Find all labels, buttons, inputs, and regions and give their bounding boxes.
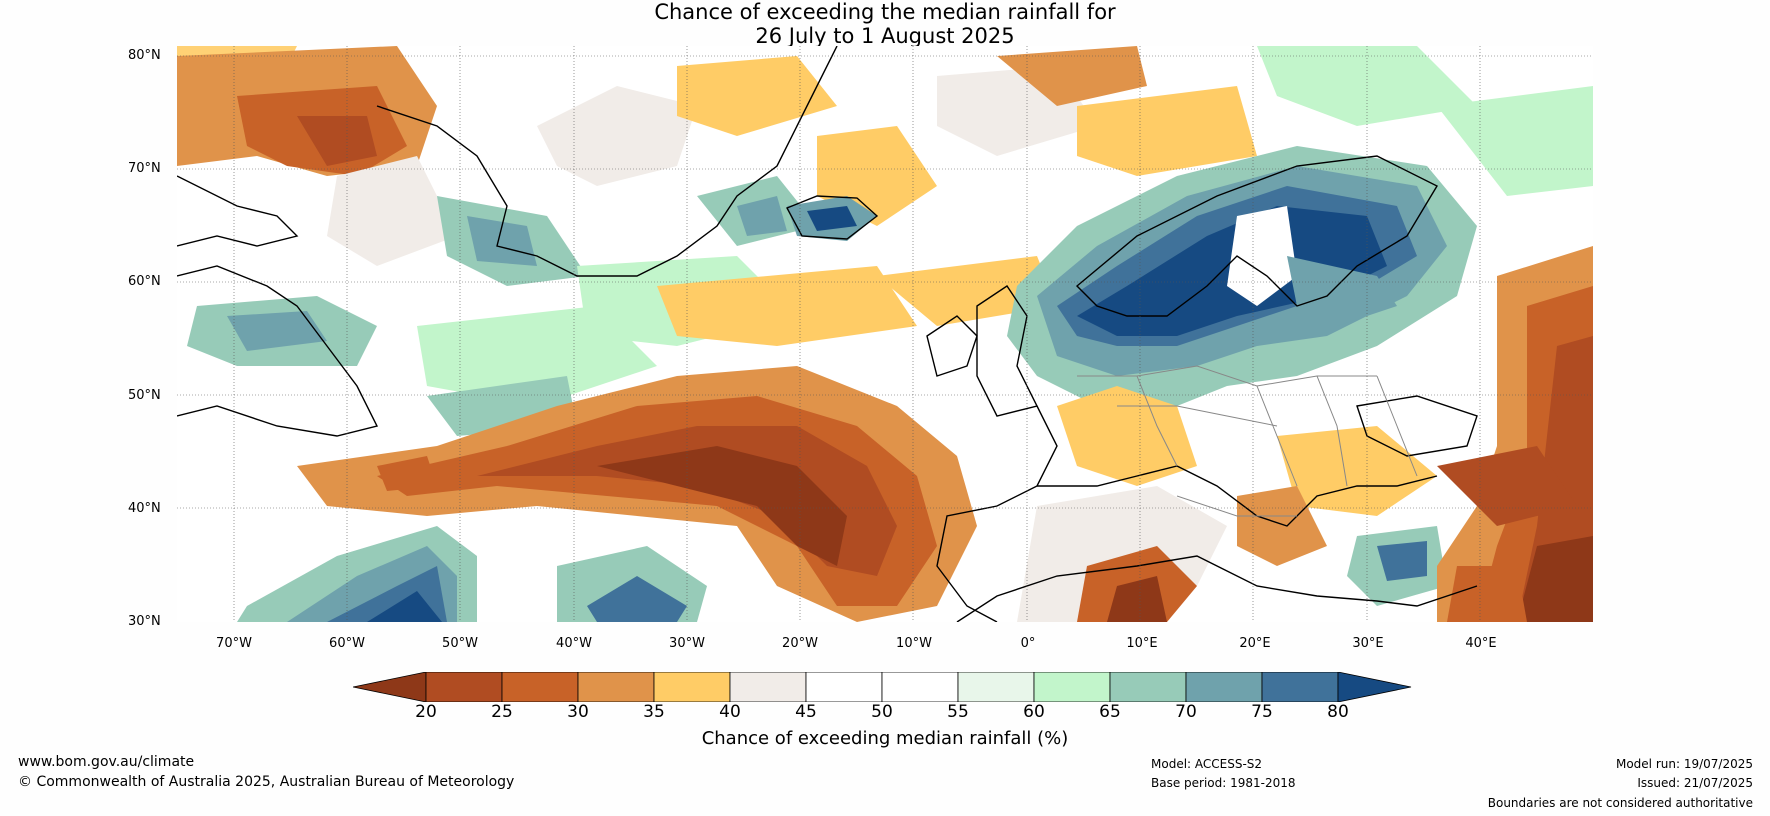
colorbar-cell [653,672,731,702]
lat-label-30n: 30°N [128,614,161,629]
colorbar-tick-label: 50 [871,702,893,722]
gridlines [177,46,1593,622]
lat-label-50n: 50°N [128,388,161,403]
colorbar-cell [1109,672,1187,702]
title-line-1: Chance of exceeding the median rainfall … [654,0,1116,24]
lon-label-0: 0° [1020,636,1036,651]
map-title: Chance of exceeding the median rainfall … [0,0,1770,48]
lon-label-20e: 20°E [1239,636,1271,651]
colorbar-tick-label: 80 [1327,702,1349,722]
website-link[interactable]: www.bom.gov.au/climate [18,754,195,770]
lat-label-80n: 80°N [128,48,161,63]
copyright-text: © Commonwealth of Australia 2025, Austra… [18,774,515,790]
colorbar-tick-label: 35 [643,702,665,722]
probability-field [177,46,1593,622]
issued-date: Issued: 21/07/2025 [1637,776,1753,790]
lon-label-50w: 50°W [442,636,478,651]
lat-label-60n: 60°N [128,274,161,289]
colorbar-cell [1261,672,1339,702]
lat-label-70n: 70°N [128,161,161,176]
colorbar-cell [881,672,959,702]
colorbar-tick-label: 30 [567,702,589,722]
colorbar-cell [729,672,807,702]
colorbar [353,672,1412,702]
colorbar-cell [805,672,883,702]
colorbar-tick-label: 75 [1251,702,1273,722]
lon-label-10e: 10°E [1126,636,1158,651]
colorbar-tick-label: 25 [491,702,513,722]
borders [1077,365,1418,517]
colorbar-arrow-low [353,672,427,702]
colorbar-tick-label: 55 [947,702,969,722]
colorbar-tick-label: 70 [1175,702,1197,722]
title-line-2: 26 July to 1 August 2025 [755,24,1015,48]
lon-label-10w: 10°W [896,636,932,651]
colorbar-cells [353,672,1412,702]
colorbar-tick-label: 45 [795,702,817,722]
colorbar-cell [425,672,503,702]
lon-label-60w: 60°W [329,636,365,651]
lon-label-30e: 30°E [1352,636,1384,651]
model-run-date: Model run: 19/07/2025 [1615,757,1753,771]
lon-label-20w: 20°W [782,636,818,651]
lon-label-40e: 40°E [1465,636,1497,651]
colorbar-cell [957,672,1035,702]
colorbar-cell [501,672,579,702]
rainfall-probability-map [177,46,1593,622]
colorbar-cell [1185,672,1263,702]
colorbar-arrow-high [1337,672,1412,702]
boundaries-disclaimer: Boundaries are not considered authoritat… [1487,796,1753,810]
colorbar-cell [577,672,655,702]
lat-label-40n: 40°N [128,501,161,516]
model-name: Model: ACCESS-S2 [1151,757,1263,771]
colorbar-tick-label: 40 [719,702,741,722]
base-period: Base period: 1981-2018 [1151,776,1296,790]
colorbar-tick-label: 60 [1023,702,1045,722]
lon-label-70w: 70°W [216,636,252,651]
lon-label-40w: 40°W [556,636,592,651]
colorbar-cell [1033,672,1111,702]
colorbar-tick-label: 20 [415,702,437,722]
colorbar-label: Chance of exceeding median rainfall (%) [701,728,1069,749]
lon-label-30w: 30°W [669,636,705,651]
colorbar-tick-label: 65 [1099,702,1121,722]
